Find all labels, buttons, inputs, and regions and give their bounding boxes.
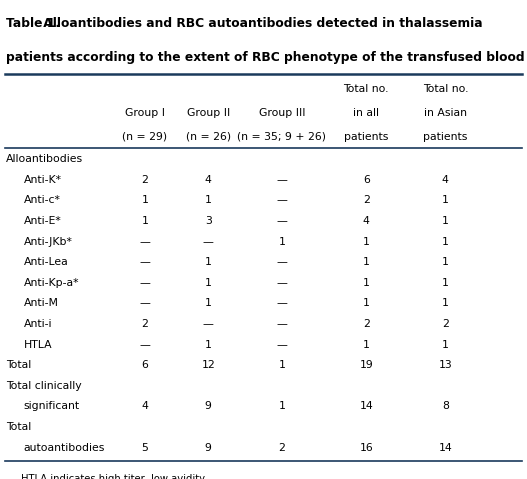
Text: 1: 1 bbox=[204, 298, 212, 308]
Text: —: — bbox=[140, 340, 150, 350]
Text: —: — bbox=[277, 257, 287, 267]
Text: patients: patients bbox=[423, 132, 467, 142]
Text: 1: 1 bbox=[363, 257, 370, 267]
Text: Group I: Group I bbox=[125, 108, 165, 118]
Text: 1: 1 bbox=[442, 237, 449, 247]
Text: 2: 2 bbox=[363, 195, 370, 205]
Text: 1: 1 bbox=[442, 298, 449, 308]
Text: 2: 2 bbox=[141, 319, 149, 329]
Text: 1: 1 bbox=[278, 401, 286, 411]
Text: 4: 4 bbox=[204, 175, 212, 185]
Text: in Asian: in Asian bbox=[424, 108, 467, 118]
Text: Total: Total bbox=[6, 360, 32, 370]
Text: —: — bbox=[140, 257, 150, 267]
Text: 6: 6 bbox=[141, 360, 149, 370]
Text: 1: 1 bbox=[363, 298, 370, 308]
Text: HTLA indicates high titer, low avidity.: HTLA indicates high titer, low avidity. bbox=[21, 474, 207, 479]
Text: 1: 1 bbox=[442, 216, 449, 226]
Text: —: — bbox=[277, 216, 287, 226]
Text: —: — bbox=[277, 319, 287, 329]
Text: 1: 1 bbox=[363, 278, 370, 288]
Text: patients according to the extent of RBC phenotype of the transfused blood: patients according to the extent of RBC … bbox=[6, 51, 525, 64]
Text: —: — bbox=[203, 319, 213, 329]
Text: 1: 1 bbox=[141, 216, 149, 226]
Text: 1: 1 bbox=[442, 340, 449, 350]
Text: 1: 1 bbox=[204, 340, 212, 350]
Text: 1: 1 bbox=[204, 195, 212, 205]
Text: (n = 35; 9 + 26): (n = 35; 9 + 26) bbox=[238, 132, 326, 142]
Text: 19: 19 bbox=[359, 360, 373, 370]
Text: (n = 29): (n = 29) bbox=[122, 132, 168, 142]
Text: 9: 9 bbox=[204, 401, 212, 411]
Text: 1: 1 bbox=[363, 237, 370, 247]
Text: Anti-K*: Anti-K* bbox=[24, 175, 62, 185]
Text: 1: 1 bbox=[204, 257, 212, 267]
Text: 1: 1 bbox=[442, 195, 449, 205]
Text: 3: 3 bbox=[204, 216, 212, 226]
Text: Total no.: Total no. bbox=[423, 84, 468, 94]
Text: 9: 9 bbox=[204, 443, 212, 453]
Text: 4: 4 bbox=[442, 175, 449, 185]
Text: Total clinically: Total clinically bbox=[6, 381, 82, 391]
Text: Group III: Group III bbox=[259, 108, 305, 118]
Text: 6: 6 bbox=[363, 175, 370, 185]
Text: 2: 2 bbox=[141, 175, 149, 185]
Text: Anti-JKb*: Anti-JKb* bbox=[24, 237, 73, 247]
Text: 1: 1 bbox=[204, 278, 212, 288]
Text: patients: patients bbox=[344, 132, 388, 142]
Text: 1: 1 bbox=[363, 340, 370, 350]
Text: 4: 4 bbox=[141, 401, 149, 411]
Text: —: — bbox=[277, 340, 287, 350]
Text: HTLA: HTLA bbox=[24, 340, 52, 350]
Text: Alloantibodies: Alloantibodies bbox=[6, 154, 83, 164]
Text: Anti-Kp-a*: Anti-Kp-a* bbox=[24, 278, 79, 288]
Text: 12: 12 bbox=[201, 360, 215, 370]
Text: Table 1.: Table 1. bbox=[6, 17, 61, 30]
Text: Alloantibodies and RBC autoantibodies detected in thalassemia: Alloantibodies and RBC autoantibodies de… bbox=[39, 17, 483, 30]
Text: —: — bbox=[277, 195, 287, 205]
Text: Group II: Group II bbox=[187, 108, 230, 118]
Text: (n = 26): (n = 26) bbox=[186, 132, 231, 142]
Text: Anti-E*: Anti-E* bbox=[24, 216, 62, 226]
Text: 8: 8 bbox=[442, 401, 449, 411]
Text: —: — bbox=[277, 278, 287, 288]
Text: —: — bbox=[140, 278, 150, 288]
Text: Total no.: Total no. bbox=[344, 84, 389, 94]
Text: autoantibodies: autoantibodies bbox=[24, 443, 105, 453]
Text: 2: 2 bbox=[363, 319, 370, 329]
Text: 16: 16 bbox=[359, 443, 373, 453]
Text: significant: significant bbox=[24, 401, 80, 411]
Text: in all: in all bbox=[353, 108, 379, 118]
Text: 2: 2 bbox=[278, 443, 286, 453]
Text: Anti-i: Anti-i bbox=[24, 319, 52, 329]
Text: 1: 1 bbox=[141, 195, 149, 205]
Text: —: — bbox=[140, 298, 150, 308]
Text: 5: 5 bbox=[141, 443, 149, 453]
Text: —: — bbox=[140, 237, 150, 247]
Text: 1: 1 bbox=[442, 257, 449, 267]
Text: 1: 1 bbox=[278, 360, 286, 370]
Text: Total: Total bbox=[6, 422, 32, 432]
Text: 13: 13 bbox=[438, 360, 452, 370]
Text: —: — bbox=[203, 237, 213, 247]
Text: 4: 4 bbox=[363, 216, 370, 226]
Text: 2: 2 bbox=[442, 319, 449, 329]
Text: Anti-c*: Anti-c* bbox=[24, 195, 61, 205]
Text: 1: 1 bbox=[442, 278, 449, 288]
Text: 14: 14 bbox=[359, 401, 373, 411]
Text: Anti-M: Anti-M bbox=[24, 298, 58, 308]
Text: 14: 14 bbox=[438, 443, 452, 453]
Text: —: — bbox=[277, 175, 287, 185]
Text: 1: 1 bbox=[278, 237, 286, 247]
Text: —: — bbox=[277, 298, 287, 308]
Text: Anti-Lea: Anti-Lea bbox=[24, 257, 69, 267]
